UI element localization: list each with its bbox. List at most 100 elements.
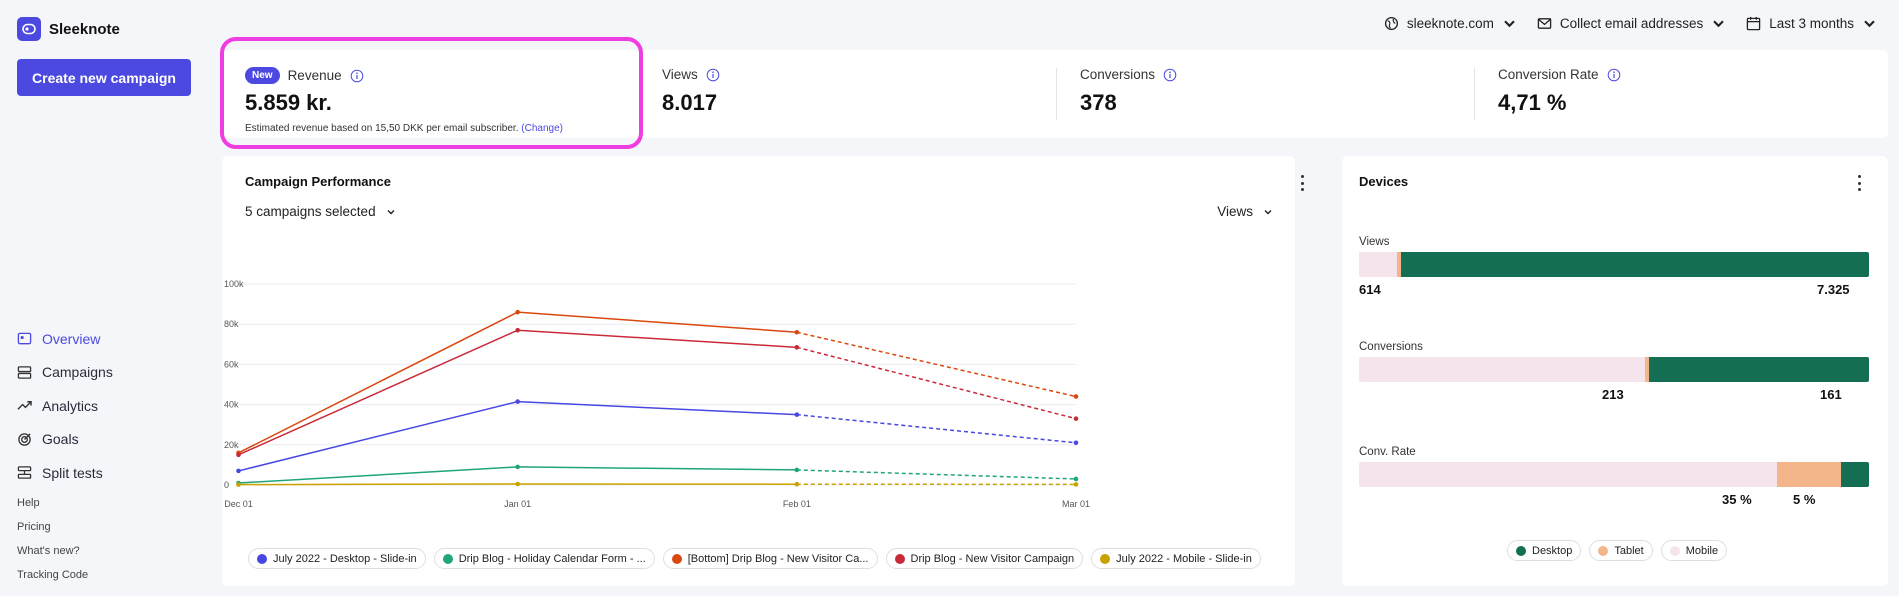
new-badge: New bbox=[245, 67, 280, 84]
data-point bbox=[515, 399, 520, 404]
chevron-down-icon bbox=[1864, 20, 1875, 28]
info-icon[interactable] bbox=[1163, 68, 1177, 82]
info-icon[interactable] bbox=[706, 68, 720, 82]
site-selector-label: sleeknote.com bbox=[1406, 16, 1494, 31]
bar-segment-mobile[interactable] bbox=[1359, 462, 1778, 487]
device-metric-label: Conversions bbox=[1359, 341, 1423, 353]
bar-segment-tablet[interactable] bbox=[1777, 462, 1842, 487]
legend-color-dot bbox=[1516, 545, 1526, 556]
nav-item-campaigns[interactable]: Campaigns bbox=[17, 356, 113, 390]
bar-segment-desktop[interactable] bbox=[1841, 462, 1869, 487]
kpi-conversion-rate-value: 4,71 % bbox=[1498, 90, 1567, 115]
info-icon[interactable] bbox=[1607, 68, 1621, 82]
device-value-right: 5 % bbox=[1793, 492, 1816, 507]
y-tick-label: 0 bbox=[224, 480, 229, 490]
data-point bbox=[515, 464, 520, 470]
analytics-icon bbox=[17, 401, 32, 410]
kpi-revenue-title: Revenue bbox=[287, 68, 342, 83]
y-tick-label: 20k bbox=[224, 440, 239, 450]
overview-icon bbox=[17, 332, 32, 345]
bar-segment-mobile[interactable] bbox=[1359, 252, 1398, 277]
device-legend-chip[interactable]: Tablet bbox=[1589, 540, 1653, 561]
topbar: sleeknote.com Collect email addresses La… bbox=[1384, 16, 1877, 31]
nav-item-analytics[interactable]: Analytics bbox=[17, 389, 113, 423]
nav-item-goals[interactable]: Goals bbox=[17, 423, 113, 457]
legend-label: [Bottom] Drip Blog - New Visitor Ca... bbox=[687, 552, 869, 565]
series-line bbox=[238, 466, 797, 484]
more-options-icon[interactable] bbox=[1857, 175, 1861, 191]
bar-segment-mobile[interactable] bbox=[1359, 357, 1645, 382]
devices-card: Devices Desktop Tablet Mobile Views 614 7.32… bbox=[1342, 156, 1888, 586]
data-point bbox=[1073, 440, 1079, 446]
campaign-performance-card: Campaign Performance 5 campaigns selecte… bbox=[222, 156, 1304, 586]
bar-segment-tablet[interactable] bbox=[1644, 357, 1649, 382]
campaigns-icon bbox=[17, 365, 32, 379]
y-tick-label: 80k bbox=[224, 319, 239, 329]
legend-label: Drip Blog - Holiday Calendar Form - ... bbox=[458, 552, 646, 565]
series-line bbox=[238, 400, 797, 472]
legend-label: July 2022 - Desktop - Slide-in bbox=[273, 552, 417, 565]
devices-title: Devices bbox=[1359, 174, 1409, 189]
metric-selector[interactable]: Views bbox=[1217, 204, 1273, 219]
devices-legend: Desktop Tablet Mobile bbox=[1507, 540, 1728, 561]
more-options-icon[interactable] bbox=[1300, 175, 1304, 191]
data-point bbox=[1073, 476, 1079, 482]
device-stacked-bar bbox=[1359, 357, 1869, 382]
series-line bbox=[238, 329, 797, 456]
link-tracking-code[interactable]: Tracking Code bbox=[17, 569, 89, 581]
site-selector[interactable]: sleeknote.com bbox=[1384, 16, 1517, 31]
legend-label: Mobile bbox=[1685, 544, 1719, 557]
data-point bbox=[794, 467, 800, 473]
change-rate-link[interactable]: (Change) bbox=[521, 123, 563, 134]
metric-selector-label: Views bbox=[1217, 204, 1253, 219]
create-campaign-button[interactable]: Create new campaign bbox=[17, 59, 191, 96]
date-range-selector[interactable]: Last 3 months bbox=[1746, 16, 1877, 31]
legend-chip[interactable]: Drip Blog - Holiday Calendar Form - ... bbox=[433, 548, 655, 569]
device-value-left: 213 bbox=[1602, 387, 1624, 402]
kpi-divider bbox=[1056, 68, 1057, 120]
info-icon[interactable] bbox=[350, 69, 364, 83]
link-pricing[interactable]: Pricing bbox=[17, 521, 51, 533]
legend-chip[interactable]: July 2022 - Desktop - Slide-in bbox=[248, 548, 426, 569]
logo[interactable]: Sleeknote bbox=[17, 17, 120, 41]
legend-label: July 2022 - Mobile - Slide-in bbox=[1116, 552, 1252, 565]
kpi-divider bbox=[1474, 68, 1475, 120]
series-projection-line bbox=[796, 331, 1077, 398]
goal-selector-label: Collect email addresses bbox=[1559, 16, 1704, 31]
data-point bbox=[794, 345, 800, 350]
data-point bbox=[1073, 416, 1079, 421]
kpi-conversions-label: Conversions bbox=[1080, 67, 1177, 82]
device-legend-chip[interactable]: Desktop bbox=[1507, 540, 1582, 561]
sidebar: Sleeknote Create new campaign Overview C… bbox=[0, 0, 210, 596]
device-value-right: 7.325 bbox=[1817, 282, 1850, 297]
goal-selector[interactable]: Collect email addresses bbox=[1537, 16, 1726, 31]
data-point bbox=[1073, 482, 1079, 487]
nav-item-split-tests[interactable]: Split tests bbox=[17, 456, 113, 490]
bar-segment-tablet[interactable] bbox=[1397, 252, 1402, 277]
campaigns-selector[interactable]: 5 campaigns selected bbox=[245, 204, 396, 219]
data-point bbox=[236, 468, 241, 474]
globe-icon bbox=[1384, 16, 1398, 31]
x-tick-label: Jan 01 bbox=[504, 499, 531, 509]
campaign-performance-title: Campaign Performance bbox=[245, 174, 391, 189]
nav-item-overview[interactable]: Overview bbox=[17, 322, 113, 356]
kpi-views-title: Views bbox=[662, 67, 698, 82]
legend-chip[interactable]: [Bottom] Drip Blog - New Visitor Ca... bbox=[662, 548, 878, 569]
device-value-left: 35 % bbox=[1722, 492, 1752, 507]
bar-segment-desktop[interactable] bbox=[1401, 252, 1869, 277]
data-point bbox=[236, 452, 241, 458]
chevron-down-icon bbox=[1713, 20, 1724, 28]
bar-segment-desktop[interactable] bbox=[1648, 357, 1869, 382]
link-help[interactable]: Help bbox=[17, 497, 40, 509]
data-point bbox=[794, 481, 800, 487]
legend-chip[interactable]: July 2022 - Mobile - Slide-in bbox=[1091, 548, 1261, 569]
calendar-icon bbox=[1746, 16, 1761, 31]
legend-chip[interactable]: Drip Blog - New Visitor Campaign bbox=[885, 548, 1084, 569]
legend-color-dot bbox=[1669, 545, 1680, 556]
device-legend-chip[interactable]: Mobile bbox=[1660, 540, 1728, 561]
link-whats-new[interactable]: What's new? bbox=[17, 545, 80, 557]
nav-label-goals: Goals bbox=[42, 431, 79, 448]
data-point bbox=[794, 412, 800, 417]
nav-label-campaigns: Campaigns bbox=[42, 364, 113, 381]
series-projection-line bbox=[796, 413, 1077, 444]
